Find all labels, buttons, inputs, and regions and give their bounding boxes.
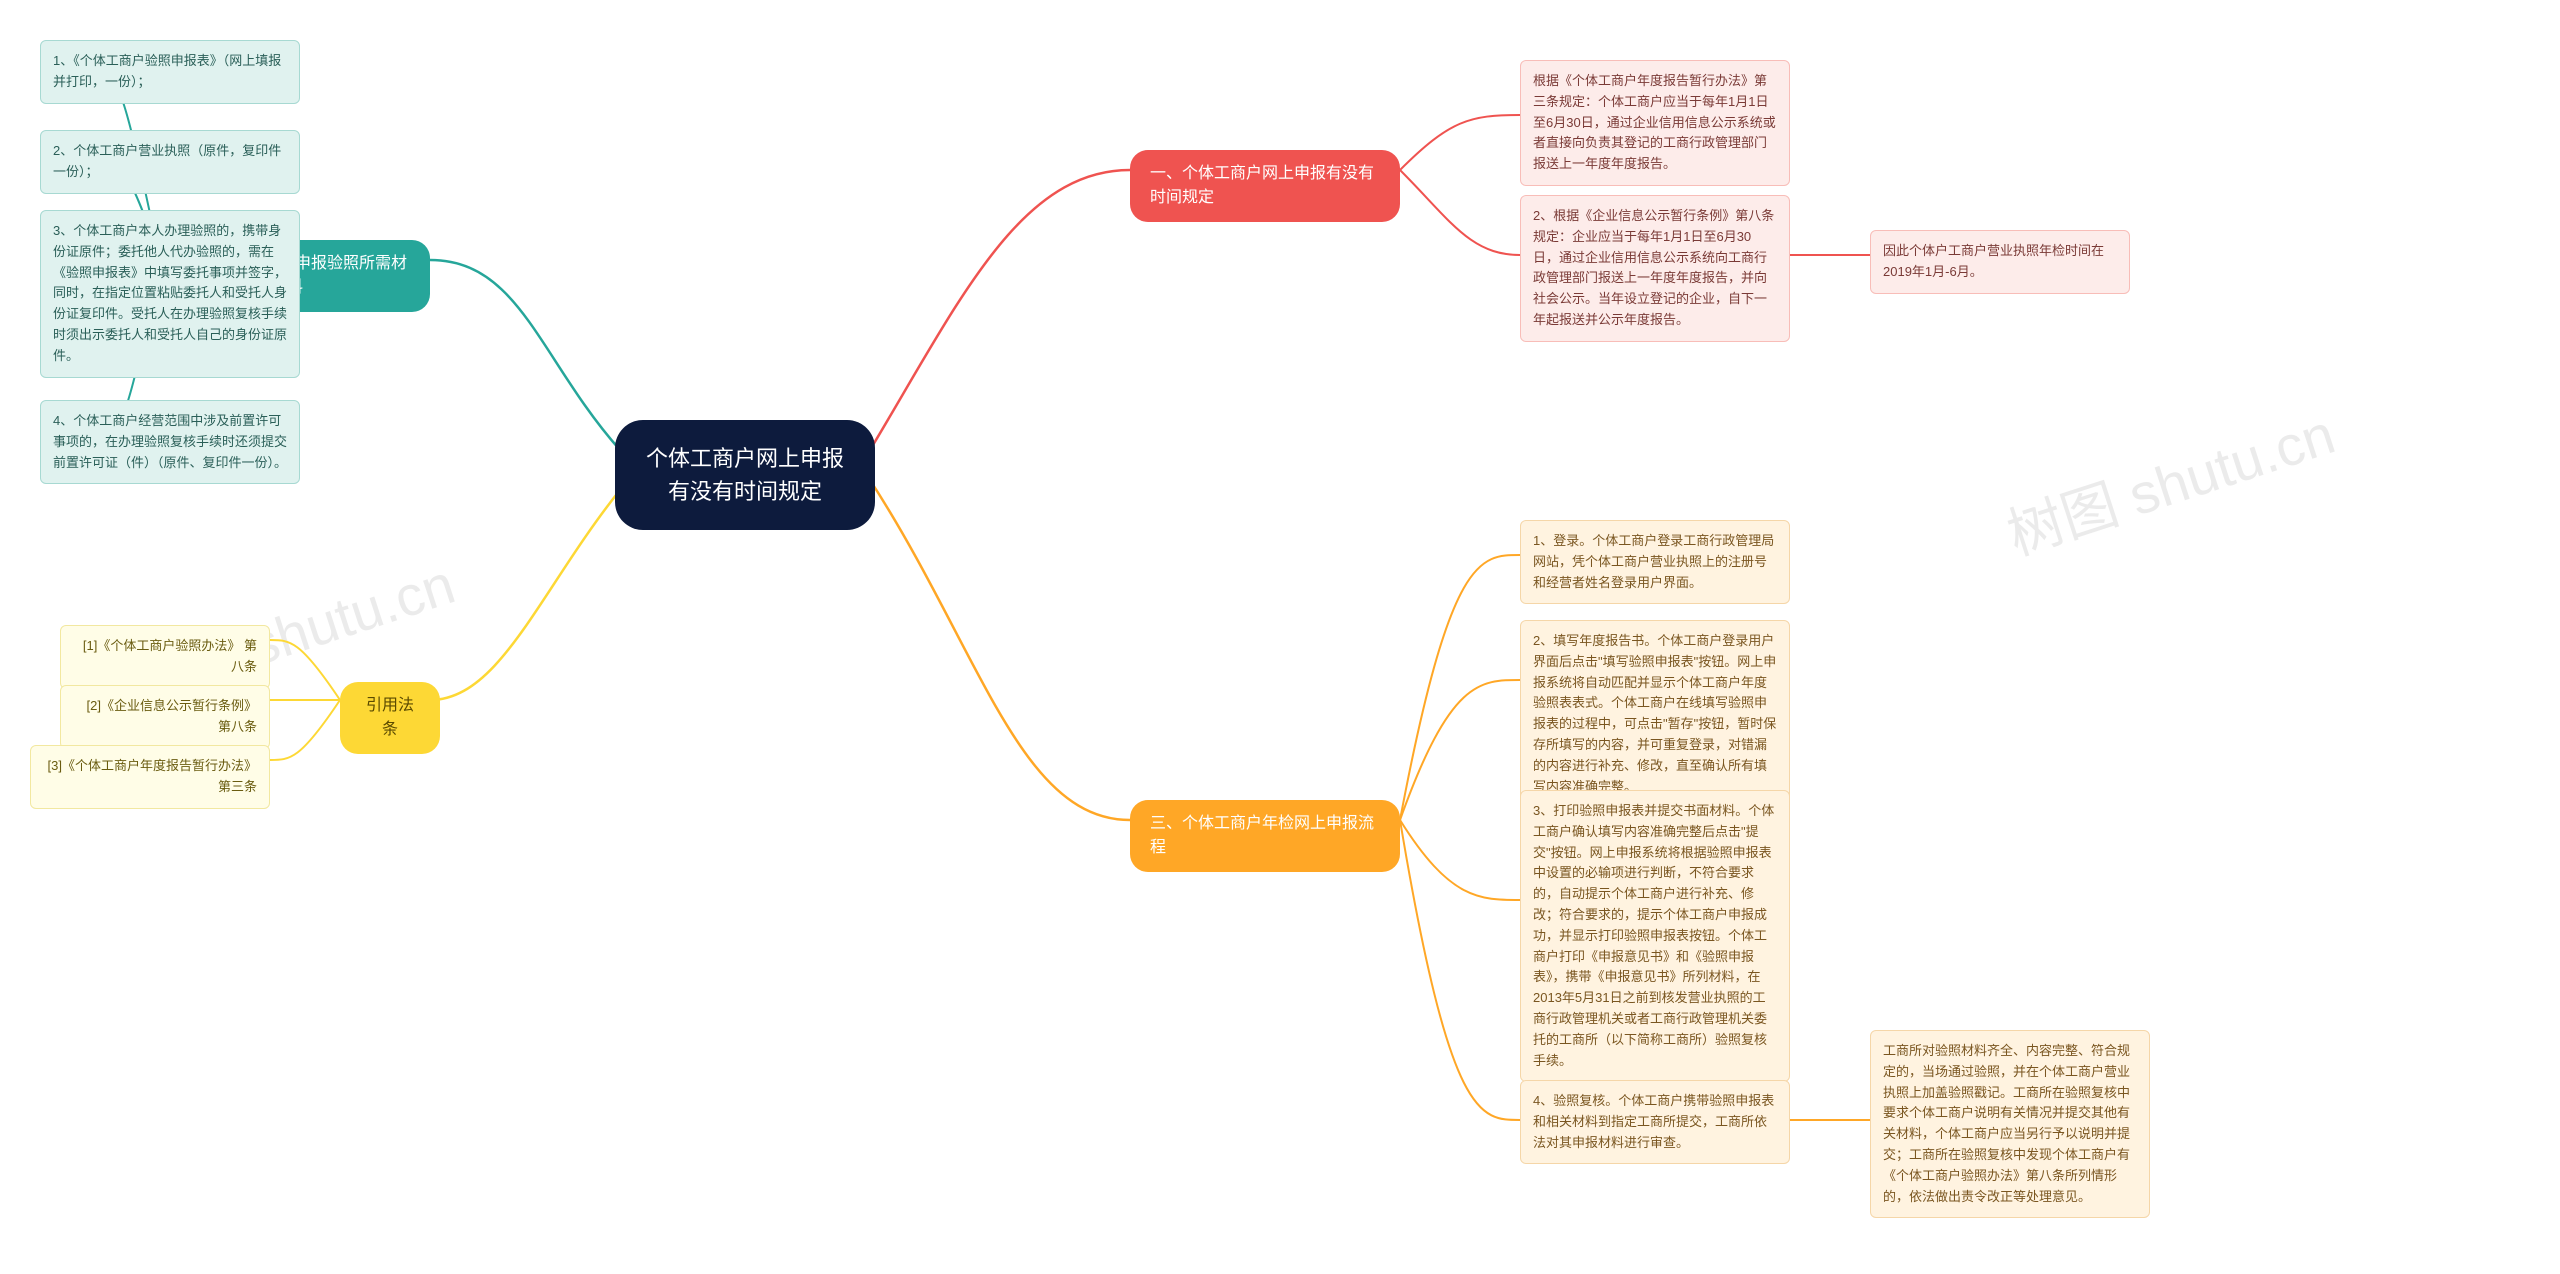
branch-node-3: 三、个体工商户年检网上申报流程 — [1130, 800, 1400, 872]
leaf-b2-0: 1、《个体工商户验照申报表》（网上填报并打印，一份）； — [40, 40, 300, 104]
branch-node-1: 一、个体工商户网上申报有没有时间规定 — [1130, 150, 1400, 222]
center-node: 个体工商户网上申报有没有时间规定 — [615, 420, 875, 530]
leaf-b4-0: [1]《个体工商户验照办法》 第八条 — [60, 625, 270, 689]
watermark: 树图 shutu.cn — [1996, 390, 2344, 572]
leaf-b3-tail: 工商所对验照材料齐全、内容完整、符合规定的，当场通过验照，并在个体工商户营业执照… — [1870, 1030, 2150, 1218]
leaf-b2-3: 4、个体工商户经营范围中涉及前置许可事项的，在办理验照复核手续时还须提交前置许可… — [40, 400, 300, 484]
leaf-b4-1: [2]《企业信息公示暂行条例》 第八条 — [60, 685, 270, 749]
leaf-b4-2: [3]《个体工商户年度报告暂行办法》 第三条 — [30, 745, 270, 809]
leaf-b3-1: 2、填写年度报告书。个体工商户登录用户界面后点击"填写验照申报表"按钮。网上申报… — [1520, 620, 1790, 808]
leaf-b2-2: 3、个体工商户本人办理验照的，携带身份证原件；委托他人代办验照的，需在《验照申报… — [40, 210, 300, 378]
branch-node-4: 引用法条 — [340, 682, 440, 754]
leaf-b3-3: 4、验照复核。个体工商户携带验照申报表和相关材料到指定工商所提交，工商所依法对其… — [1520, 1080, 1790, 1164]
leaf-b1-0: 根据《个体工商户年度报告暂行办法》第三条规定：个体工商户应当于每年1月1日至6月… — [1520, 60, 1790, 186]
leaf-b3-2: 3、打印验照申报表并提交书面材料。个体工商户确认填写内容准确完整后点击"提交"按… — [1520, 790, 1790, 1082]
leaf-b1-1: 2、根据《企业信息公示暂行条例》第八条规定：企业应当于每年1月1日至6月30日，… — [1520, 195, 1790, 342]
leaf-b1-tail: 因此个体户工商户营业执照年检时间在2019年1月-6月。 — [1870, 230, 2130, 294]
leaf-b2-1: 2、个体工商户营业执照（原件，复印件一份）； — [40, 130, 300, 194]
mindmap-canvas: 树图 shutu.cn 树图 shutu.cn 个体工商户网上 — [0, 0, 2560, 1274]
leaf-b3-0: 1、登录。个体工商户登录工商行政管理局网站，凭个体工商户营业执照上的注册号和经营… — [1520, 520, 1790, 604]
